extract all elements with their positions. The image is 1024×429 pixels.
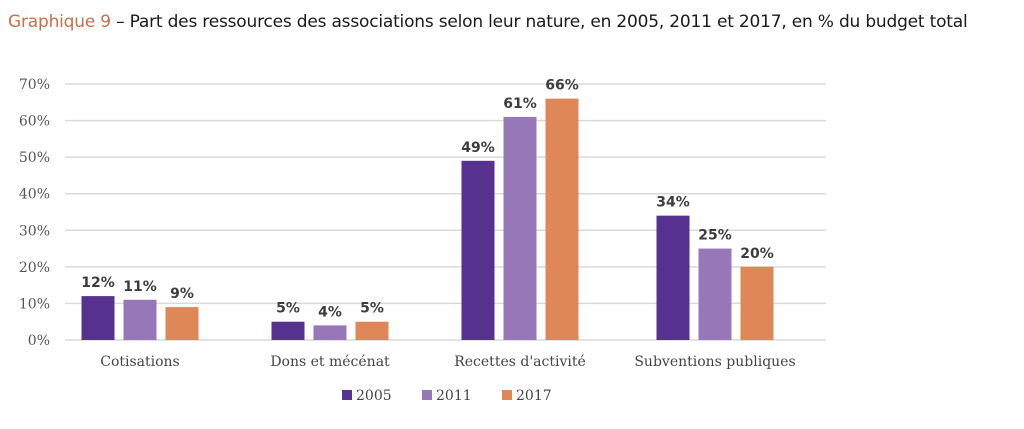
data-label: 34%: [656, 195, 690, 211]
bar-2005: [656, 215, 690, 340]
legend-swatch-2005: [342, 390, 352, 400]
y-tick-label: 70%: [19, 77, 50, 93]
data-label: 12%: [81, 275, 115, 291]
y-tick-label: 0%: [28, 333, 50, 349]
data-label: 20%: [740, 246, 774, 262]
data-label: 5%: [360, 301, 384, 317]
legend-swatch-2017: [502, 390, 512, 400]
bar-2017: [740, 266, 774, 340]
chart-title: Graphique 9 – Part des ressources des as…: [8, 12, 968, 32]
bar-2005: [81, 296, 115, 340]
bar-2005: [461, 160, 495, 340]
chart-title-prefix: Graphique 9: [8, 12, 111, 32]
data-label: 25%: [698, 228, 732, 244]
bar-2011: [503, 116, 537, 341]
x-category-label: Dons et mécénat: [270, 354, 390, 370]
legend-swatch-2011: [422, 390, 432, 400]
y-tick-label: 10%: [19, 296, 50, 312]
bar-2011: [313, 325, 347, 340]
bar-2005: [271, 321, 305, 340]
y-tick-label: 50%: [19, 150, 50, 166]
legend-label-2005: 2005: [356, 388, 392, 404]
y-axis: 0% 10% 20% 30% 40% 50% 60% 70%: [19, 77, 50, 349]
y-tick-label: 60%: [19, 114, 50, 130]
data-label: 4%: [318, 304, 342, 320]
chart-title-text: – Part des ressources des associations s…: [110, 12, 968, 32]
y-tick-label: 20%: [19, 260, 50, 276]
bars: [81, 98, 774, 341]
bar-2017: [355, 321, 389, 340]
data-label: 61%: [503, 96, 537, 112]
data-labels: 12% 11% 9% 5% 4% 5% 49% 61% 66% 34% 25% 20%: [81, 78, 774, 321]
data-label: 66%: [545, 78, 579, 94]
legend-label-2017: 2017: [516, 388, 552, 404]
x-category-label: Recettes d'activité: [454, 354, 586, 370]
legend-label-2011: 2011: [436, 388, 472, 404]
data-label: 5%: [276, 301, 300, 317]
legend: 2005 2011 2017: [342, 388, 552, 404]
bar-2011: [123, 299, 157, 340]
bar-2017: [165, 307, 199, 340]
x-category-label: Subventions publiques: [634, 354, 795, 370]
data-label: 49%: [461, 140, 495, 156]
data-label: 11%: [123, 279, 157, 295]
x-category-label: Cotisations: [100, 354, 180, 370]
bar-2017: [545, 98, 579, 340]
x-axis: Cotisations Dons et mécénat Recettes d'act…: [100, 354, 795, 370]
bar-2011: [698, 248, 732, 340]
data-label: 9%: [170, 286, 194, 302]
y-tick-label: 40%: [19, 187, 50, 203]
y-tick-label: 30%: [19, 223, 50, 239]
